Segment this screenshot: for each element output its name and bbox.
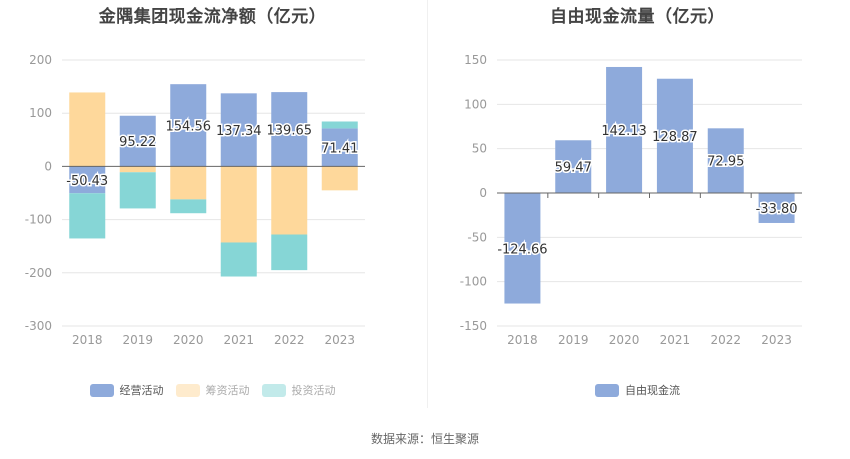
legend-swatch-icon [175,383,200,397]
bar-2018-1[interactable] [69,92,106,167]
bar-2020-0[interactable] [170,84,207,167]
data-label: -33.80 [756,202,798,217]
data-label: 139.65 [267,123,313,138]
legend-label: 筹资活动 [205,384,250,397]
bar-2018-0[interactable] [69,166,106,194]
data-label: 59.47 [555,161,592,176]
cash-flow-net-chart-panel: 金隅集团现金流净额（亿元） 200 100 0 -100 -200 -300 2018 201… [0,0,425,410]
bar-2023-2[interactable] [321,121,358,129]
bar-2018-0[interactable] [504,193,541,304]
legend-swatch-icon [89,383,114,397]
legend-item[interactable]: 投资活动 [261,382,336,398]
x-tick-label: 2022 [710,333,741,347]
y-tick-label: -200 [25,266,52,280]
y-tick-label: 150 [464,53,487,67]
y-tick-label: 0 [479,186,487,200]
y-tick-label: 100 [464,97,487,111]
data-label: -124.66 [497,242,547,257]
bar-2020-1[interactable] [170,166,207,200]
data-label: 95.22 [119,135,156,150]
chart-legend: 经营活动 筹资活动 投资活动 [0,382,425,398]
free-cash-flow-chart: 150 100 50 0 -50 -100 -150 2018 2019 2020 2021 2022… [460,53,802,347]
bar-2019-1[interactable] [119,166,156,173]
y-tick-label: 100 [29,106,52,120]
data-label: 128.87 [652,130,698,145]
x-tick-label: 2020 [609,333,640,347]
x-tick-label: 2019 [558,333,589,347]
bar-2019-0[interactable] [555,140,592,193]
chart-legend: 自由现金流 [425,382,850,398]
bar-2022-0[interactable] [707,128,744,193]
bar-2018-2[interactable] [69,193,106,239]
bar-2023-0[interactable] [321,128,358,167]
chart-title: 自由现金流量（亿元） [550,7,725,27]
bar-2021-0[interactable] [656,78,693,193]
x-tick-label: 2021 [223,333,254,347]
bar-2019-0[interactable] [119,115,156,167]
data-label: 142.13 [601,124,647,139]
x-tick-label: 2022 [274,333,305,347]
y-tick-label: 0 [44,159,52,173]
legend-label: 投资活动 [291,384,336,397]
x-tick-label: 2018 [72,333,103,347]
legend-item[interactable]: 筹资活动 [175,382,250,398]
bar-2022-0[interactable] [271,92,308,167]
bar-2019-2[interactable] [119,172,156,209]
bar-2023-1[interactable] [321,166,358,191]
x-tick-label: 2020 [173,333,204,347]
legend-swatch-icon [595,383,619,397]
x-tick-label: 2023 [761,333,792,347]
cash-flow-net-chart: 200 100 0 -100 -200 -300 2018 2019 2020 2021 2022 2… [25,53,365,347]
legend-label: 自由现金流 [625,384,680,397]
y-tick-label: -50 [467,230,487,244]
legend-item[interactable]: 经营活动 [89,382,164,398]
legend-label: 经营活动 [119,384,164,397]
y-tick-label: -300 [25,319,52,333]
y-tick-label: 50 [472,142,487,156]
bar-2023-0[interactable] [758,193,795,223]
data-label: 137.34 [216,124,262,139]
y-tick-label: -100 [460,275,487,289]
bar-2022-2[interactable] [271,234,308,271]
bar-2021-0[interactable] [220,93,257,167]
data-label: 72.95 [707,155,744,170]
x-tick-label: 2019 [122,333,153,347]
data-label: 154.56 [166,119,212,134]
panel-divider [427,0,428,408]
data-label: 71.41 [321,141,358,156]
data-label: -50.43 [66,174,108,189]
y-tick-label: -150 [460,319,487,333]
y-tick-label: 200 [29,53,52,67]
bar-2020-2[interactable] [170,199,207,214]
x-tick-label: 2023 [324,333,355,347]
legend-swatch-icon [261,383,286,397]
free-cash-flow-chart-panel: 自由现金流量（亿元） 150 100 50 0 -50 -100 -150 2018 2019 2… [425,0,850,410]
chart-title: 金隅集团现金流净额（亿元） [98,7,327,27]
x-tick-label: 2021 [660,333,691,347]
legend-item[interactable]: 自由现金流 [595,382,680,398]
data-source-note: 数据来源：恒生聚源 [370,432,479,446]
y-tick-label: -100 [25,213,52,227]
x-tick-label: 2018 [507,333,538,347]
bar-2020-0[interactable] [606,66,643,193]
bar-2021-2[interactable] [220,242,257,277]
bar-2022-1[interactable] [271,166,308,235]
bar-2021-1[interactable] [220,166,257,243]
